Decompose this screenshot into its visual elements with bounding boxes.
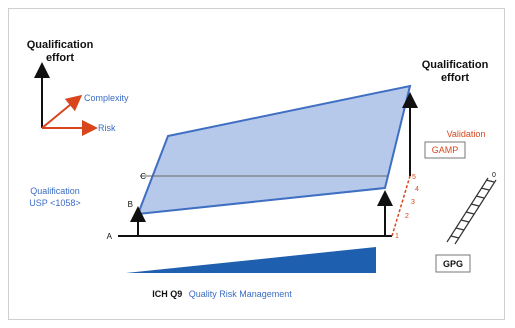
svg-text:ICH Q9 Quality Risk Mana: ICH Q9 Quality Risk Management <box>152 289 292 299</box>
scale-label-1: 1 <box>395 233 399 240</box>
left-axis-title-line2: effort <box>46 52 74 64</box>
right-axis-title-line1: Qualification <box>422 59 489 71</box>
scale-label-2: 2 <box>405 213 409 220</box>
usp-label: USP <1058> <box>29 198 80 208</box>
footer-suffix: Quality Risk Management <box>189 289 293 299</box>
level-b-label: B <box>128 200 133 209</box>
risk-plane <box>136 84 412 216</box>
scale-label-4: 4 <box>415 186 419 193</box>
gpg-box <box>435 254 471 273</box>
gpg-label: GPG <box>443 259 463 269</box>
qualification-label: Qualification <box>30 186 80 196</box>
stair-top-label: 0 <box>492 172 496 179</box>
scale-label-3: 3 <box>411 199 415 206</box>
legend-risk-label: Risk <box>98 123 116 133</box>
level-c-label: C <box>140 172 146 181</box>
risk-wedge <box>126 247 376 273</box>
legend-complexity-label: Complexity <box>84 93 129 103</box>
gamp-label: GAMP <box>432 145 459 155</box>
gamp-box <box>424 141 466 159</box>
right-axis-title-line2: effort <box>441 72 469 84</box>
gamp-scale-line <box>391 175 411 237</box>
level-a-label: A <box>107 232 113 241</box>
legend-complexity-axis-arrow <box>41 94 83 129</box>
scale-label-5: 5 <box>412 174 416 181</box>
left-axis-title-line1: Qualification <box>27 39 94 51</box>
staircase-icon <box>446 177 497 245</box>
footer-prefix: ICH Q9 <box>152 289 182 299</box>
validation-label: Validation <box>447 129 486 139</box>
